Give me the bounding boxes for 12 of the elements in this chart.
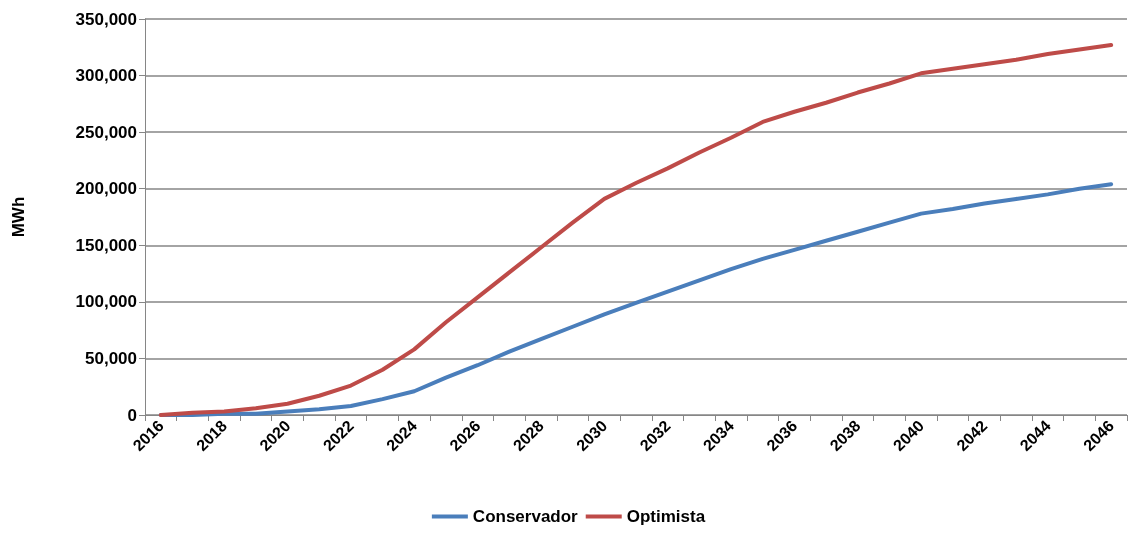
y-tick-label: 350,000 [75,9,137,29]
y-tick-label: 100,000 [75,292,137,312]
y-tick-label: 200,000 [75,179,137,199]
y-tick-label: 300,000 [75,66,137,86]
y-tick-label: 50,000 [85,348,137,368]
line-series [158,43,1114,417]
y-tick-label: 0 [127,405,137,425]
y-tick-label: 250,000 [75,122,137,142]
legend-label: Optimista [626,507,706,526]
y-axis-title: MWh [9,196,28,238]
y-tick-label: 150,000 [75,235,137,255]
legend-label: Conservador [472,507,579,526]
